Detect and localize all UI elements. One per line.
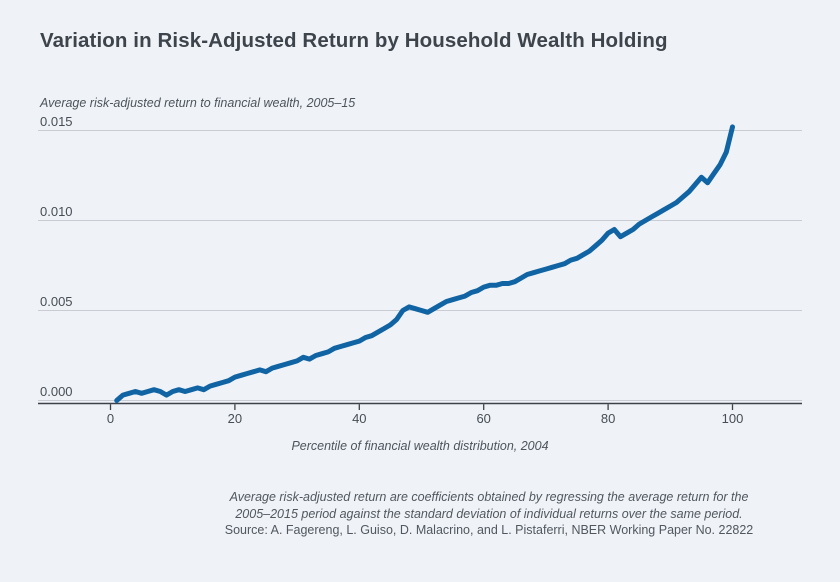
y-tick-label: 0.000 [40, 383, 73, 399]
y-tick-label: 0.005 [40, 293, 73, 309]
y-axis-note: Average risk-adjusted return to financia… [40, 96, 356, 110]
x-tick-label: 100 [721, 411, 744, 426]
source-line: Source: A. Fagereng, L. Guiso, D. Malacr… [224, 523, 754, 537]
footnote-block: Average risk-adjusted return are coeffic… [170, 489, 808, 539]
x-tick-label: 80 [600, 411, 616, 426]
risk-return-line [114, 124, 735, 403]
x-tick-label: 0 [106, 411, 115, 426]
x-tick-label: 60 [476, 411, 491, 426]
y-tick-label: 0.015 [40, 113, 73, 129]
page-title: Variation in Risk-Adjusted Return by Hou… [40, 29, 668, 52]
y-tick-label: 0.010 [40, 203, 73, 219]
x-tick-label: 20 [227, 411, 243, 426]
x-axis-label: Percentile of financial wealth distribut… [291, 439, 549, 453]
footnote-line-1: Average risk-adjusted return are coeffic… [229, 490, 749, 504]
footnote-line-2: 2005–2015 period against the standard de… [235, 506, 743, 521]
x-tick-label: 40 [352, 411, 367, 426]
